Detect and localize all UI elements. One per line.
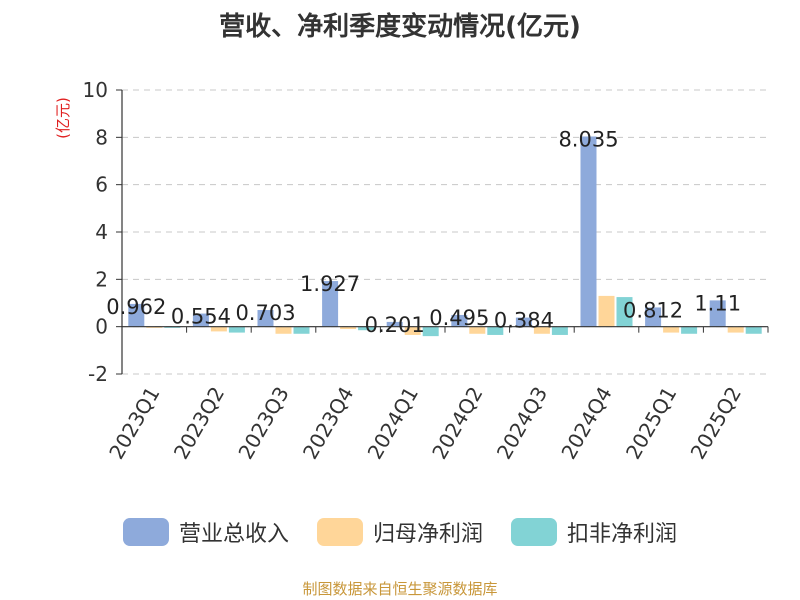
- bar: [210, 326, 227, 332]
- x-tick-labels: 2023Q1 2023Q2 2023Q3 2023Q4 2024Q1 2024Q2 2024…: [104, 383, 746, 464]
- y-tick-label: 2: [95, 267, 108, 291]
- bar: [663, 326, 680, 333]
- bar: [515, 317, 532, 327]
- x-tick-label: 2023Q4: [298, 383, 358, 464]
- bar: [404, 326, 421, 335]
- bar: [580, 136, 597, 327]
- y-tick-label: 6: [95, 173, 108, 197]
- data-label: 0.201: [365, 313, 425, 337]
- bar: [709, 300, 726, 327]
- data-label: 0.962: [106, 295, 166, 319]
- legend-swatch-deducted-profit: [511, 518, 557, 546]
- legend-item-deducted-profit[interactable]: 扣非净利润: [511, 516, 677, 548]
- bar: [487, 326, 504, 335]
- x-tick-label: 2024Q3: [492, 383, 552, 464]
- y-tick-label: 10: [83, 78, 108, 102]
- bar: [228, 326, 245, 333]
- legend-label-revenue: 营业总收入: [178, 522, 289, 547]
- chart-title: 营收、净利季度变动情况(亿元): [219, 12, 581, 42]
- x-tick-label: 2024Q1: [363, 383, 423, 464]
- bar: [616, 297, 633, 327]
- y-tick-label: 4: [95, 220, 108, 244]
- x-tick-label: 2023Q2: [169, 383, 229, 464]
- bar: [257, 310, 274, 327]
- bar: [533, 326, 550, 334]
- y-tick-label: 8: [95, 125, 108, 149]
- x-tick-label: 2023Q3: [233, 383, 293, 464]
- bar: [469, 326, 486, 334]
- legend-label-deducted-profit: 扣非净利润: [567, 522, 678, 547]
- bar: [727, 326, 744, 333]
- data-label: 0.384: [494, 309, 554, 333]
- legend-item-net-profit[interactable]: 归母净利润: [316, 516, 483, 548]
- x-tick-label: 2025Q2: [686, 383, 746, 464]
- legend-swatch-revenue: [122, 518, 169, 546]
- legend-item-revenue[interactable]: 营业总收入: [122, 516, 289, 548]
- bar: [322, 281, 339, 327]
- y-tick-label: -2: [88, 362, 108, 386]
- data-label: 0.495: [429, 306, 489, 330]
- bar: [340, 326, 357, 330]
- x-tick-label: 2025Q1: [621, 383, 681, 464]
- bar: [645, 307, 662, 327]
- bar: [293, 326, 310, 334]
- bar: [451, 314, 468, 327]
- data-label: 8.035: [558, 128, 618, 152]
- data-label: 0.703: [235, 301, 295, 325]
- source-note: 制图数据来自恒生聚源数据库: [302, 580, 498, 598]
- x-tick-label: 2023Q1: [104, 383, 164, 464]
- data-label: 0.554: [171, 305, 231, 329]
- x-axis: [122, 326, 769, 333]
- data-label: 1.11: [694, 291, 741, 315]
- legend: 营业总收入 归母净利润 扣非净利润: [0, 516, 800, 548]
- data-label: 1.927: [300, 272, 360, 296]
- bar: [275, 326, 292, 334]
- bar: [681, 326, 698, 334]
- data-label: 0.812: [623, 298, 683, 322]
- legend-label-net-profit: 归母净利润: [372, 522, 483, 547]
- x-tick-label: 2024Q2: [427, 383, 487, 464]
- y-tick-label: 0: [95, 315, 108, 339]
- bar: [745, 326, 762, 334]
- y-axis-label: (亿元): [54, 97, 72, 139]
- bar: [192, 313, 209, 327]
- bar: [422, 326, 439, 337]
- bar: [358, 326, 375, 331]
- bar: [128, 303, 145, 327]
- legend-swatch-net-profit: [316, 518, 363, 546]
- bar: [551, 326, 568, 335]
- x-tick-label: 2024Q4: [556, 383, 616, 464]
- bar: [598, 295, 615, 327]
- bar: [386, 321, 403, 327]
- bars: [128, 136, 762, 337]
- y-axis: -2 0 2 4 6 8 10: [83, 78, 123, 386]
